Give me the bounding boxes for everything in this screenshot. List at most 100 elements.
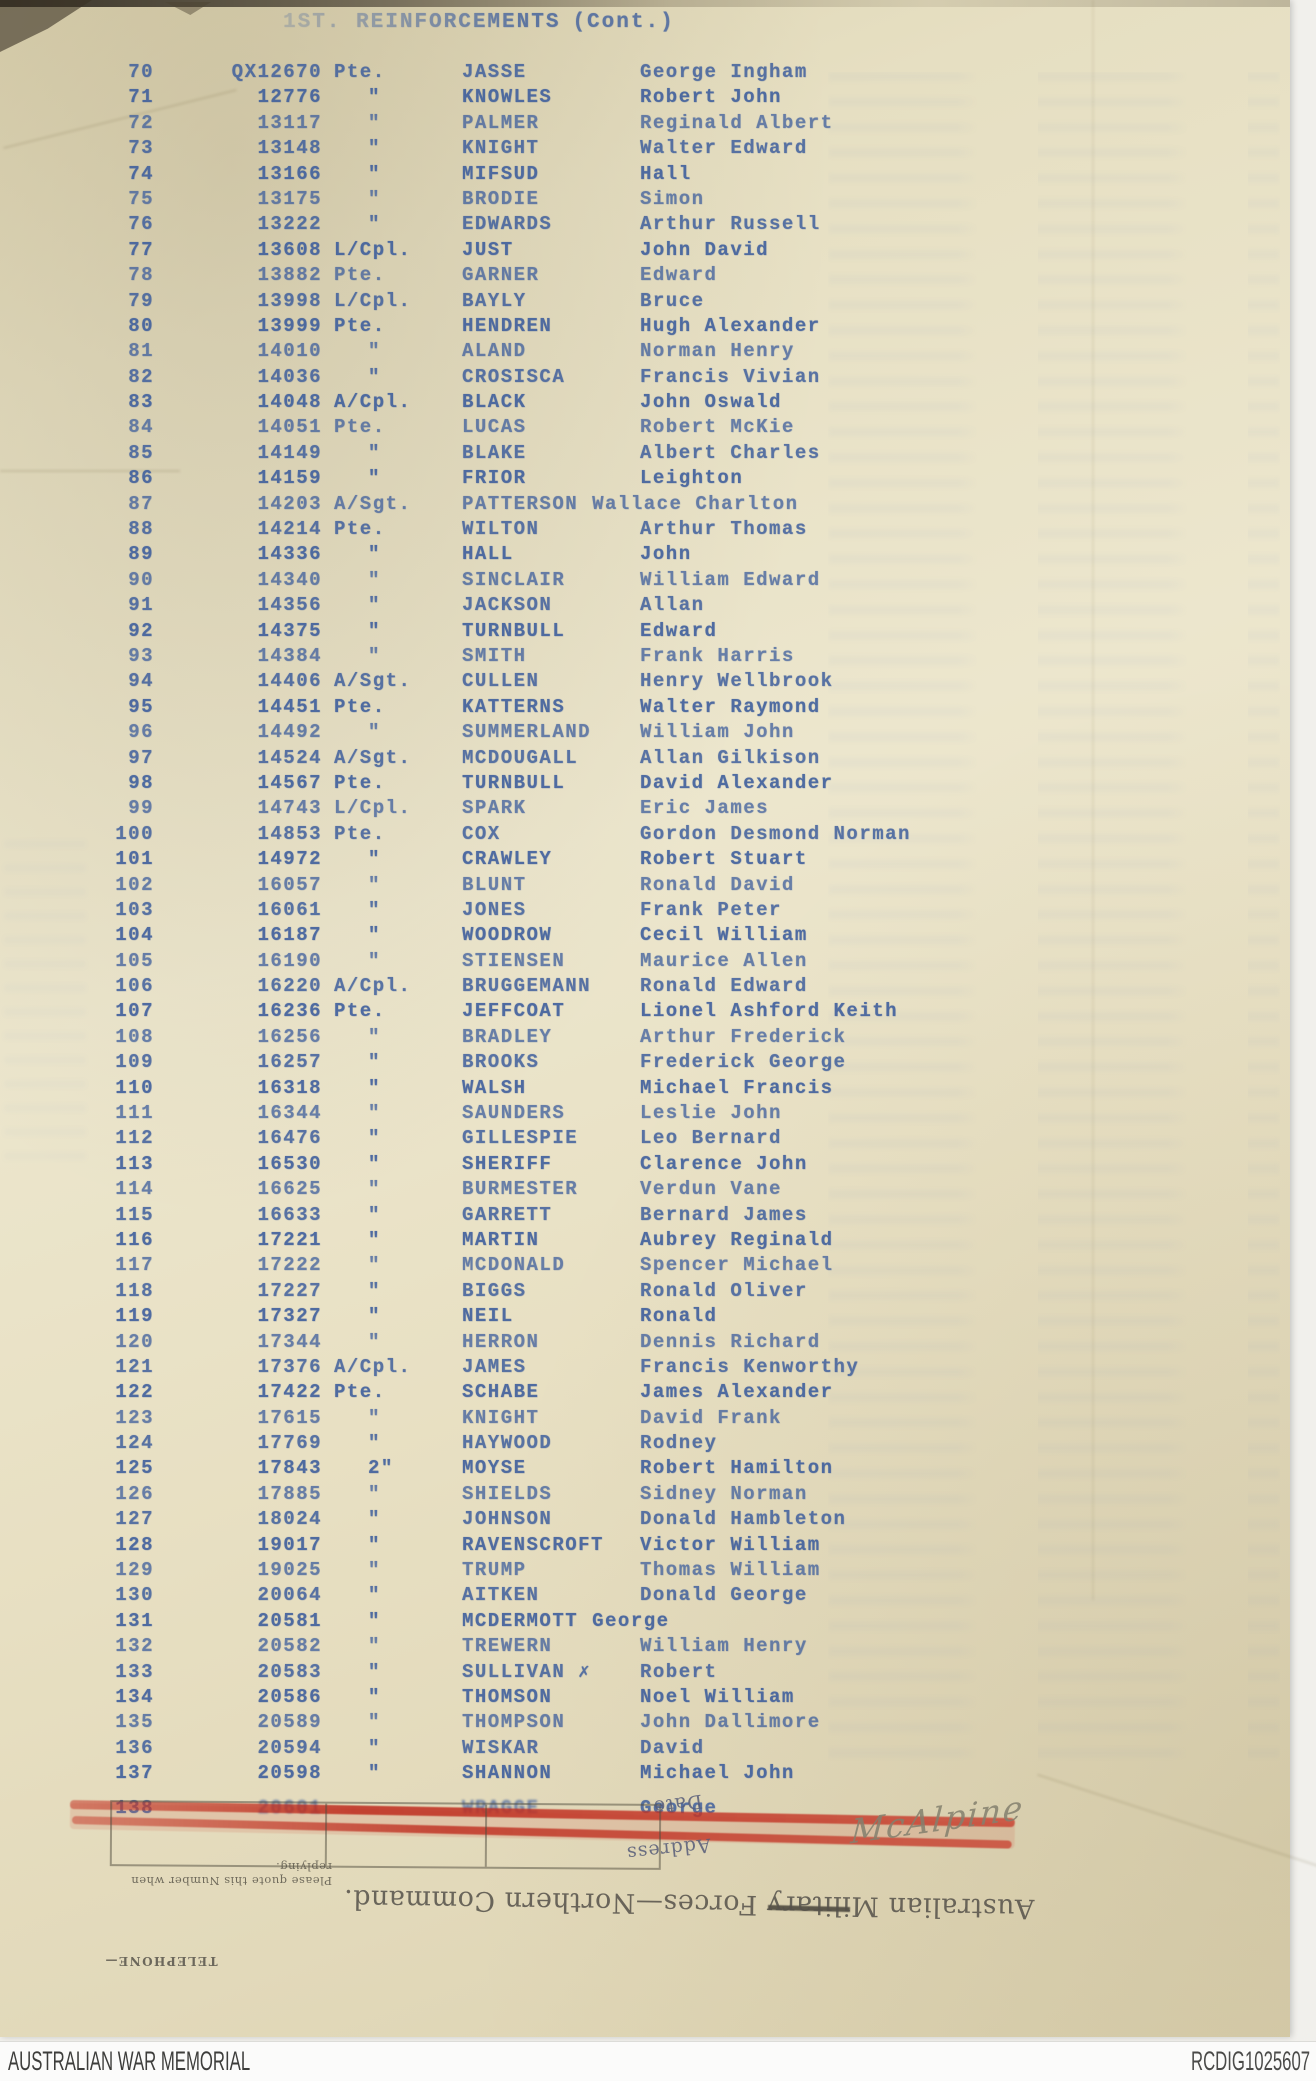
given-names: Donald Hambleton xyxy=(640,1508,847,1531)
rank: Pte. xyxy=(334,1381,386,1404)
given-names: Arthur Thomas xyxy=(640,518,808,541)
rank: 2" xyxy=(368,1457,394,1480)
service-number: 17222 xyxy=(257,1254,322,1277)
row-number: 78 xyxy=(128,264,154,287)
service-number: 16190 xyxy=(257,949,322,972)
service-number: 20583 xyxy=(257,1660,322,1683)
row-number: 87 xyxy=(128,492,154,515)
given-names: Wallace Charlton xyxy=(592,492,799,515)
row-number: 115 xyxy=(115,1203,154,1226)
surname: JONES xyxy=(462,898,527,921)
letterhead-command-line: Australian Military Forces—Northern Comm… xyxy=(343,1883,1035,1924)
service-number: 19017 xyxy=(257,1533,322,1556)
surname: HALL xyxy=(462,543,514,566)
quote-number-note: Please quote this Number when replying. xyxy=(130,1860,332,1888)
service-number: 16057 xyxy=(257,873,322,896)
surname: KNIGHT xyxy=(462,137,540,160)
surname: JOHNSON xyxy=(462,1508,553,1531)
given-names: John xyxy=(640,543,692,566)
given-names: Michael John xyxy=(640,1762,795,1785)
row-number: 113 xyxy=(115,1152,154,1175)
table-row: 115 16633 " GARRETT Bernard James xyxy=(0,1203,1290,1228)
surname: WOODROW xyxy=(462,924,553,947)
row-number: 118 xyxy=(115,1279,154,1302)
given-names: Robert xyxy=(640,1660,718,1683)
service-number: 13175 xyxy=(257,187,322,210)
given-names: James Alexander xyxy=(640,1381,834,1404)
table-row: 96 14492 " SUMMERLAND William John xyxy=(0,720,1290,745)
rank: " xyxy=(368,1609,381,1632)
service-number: 17769 xyxy=(257,1432,322,1455)
row-number: 114 xyxy=(115,1178,154,1201)
service-number: 14356 xyxy=(257,594,322,617)
row-number: 80 xyxy=(128,314,154,337)
given-names: Walter Edward xyxy=(640,137,808,160)
given-names: David Alexander xyxy=(640,771,834,794)
given-names: Edward xyxy=(640,264,718,287)
rank: A/Sgt. xyxy=(334,746,412,769)
service-number: 17327 xyxy=(257,1305,322,1328)
given-names: William Henry xyxy=(640,1635,808,1658)
row-number: 132 xyxy=(115,1635,154,1658)
table-row: 106 16220 A/Cpl. BRUGGEMANN Ronald Edwar… xyxy=(0,974,1290,999)
archive-name: AUSTRALIAN WAR MEMORIAL xyxy=(8,2046,251,2076)
given-names: Bernard James xyxy=(640,1203,808,1226)
row-number: 135 xyxy=(115,1711,154,1734)
row-number: 84 xyxy=(128,416,154,439)
surname: BRODIE xyxy=(462,187,540,210)
given-names: Hall xyxy=(640,162,692,185)
rank: Pte. xyxy=(334,822,386,845)
surname: MCDERMOTT xyxy=(462,1609,579,1632)
box-divider xyxy=(484,1804,488,1867)
given-names: Thomas William xyxy=(640,1559,821,1582)
service-number: 18024 xyxy=(257,1508,322,1531)
given-names: Henry Wellbrook xyxy=(640,670,834,693)
rank: " xyxy=(368,441,381,464)
service-number: 14384 xyxy=(257,644,322,667)
rank: " xyxy=(368,1051,381,1074)
service-number: 14036 xyxy=(257,365,322,388)
surname: BLUNT xyxy=(462,873,527,896)
surname: RAVENSCROFT xyxy=(462,1533,604,1556)
row-number: 76 xyxy=(128,213,154,236)
given-names: Victor William xyxy=(640,1533,821,1556)
rank: " xyxy=(368,187,381,210)
row-number: 90 xyxy=(128,568,154,591)
roster-table: 70 QX12670 Pte. JASSE George Ingham 71 1… xyxy=(0,60,1290,1787)
rank: " xyxy=(368,213,381,236)
surname: CULLEN xyxy=(462,670,540,693)
rank: " xyxy=(368,1102,381,1125)
given-names: Leighton xyxy=(640,467,744,490)
rank: " xyxy=(368,1711,381,1734)
given-names: Francis Vivian xyxy=(640,365,821,388)
row-number: 102 xyxy=(115,873,154,896)
row-number: 122 xyxy=(115,1381,154,1404)
given-names: Ronald xyxy=(640,1305,718,1328)
given-names: Francis Kenworthy xyxy=(640,1355,860,1378)
table-row: 83 14048 A/Cpl. BLACK John Oswald xyxy=(0,390,1290,415)
service-number: 14159 xyxy=(257,467,322,490)
service-number: 13166 xyxy=(257,162,322,185)
row-number: 88 xyxy=(128,518,154,541)
given-names: John Oswald xyxy=(640,391,782,414)
service-number: 14214 xyxy=(257,518,322,541)
table-row: 137 20598 " SHANNON Michael John xyxy=(0,1761,1290,1786)
row-number: 91 xyxy=(128,594,154,617)
table-row: 124 17769 " HAYWOOD Rodney xyxy=(0,1431,1290,1456)
rank: Pte. xyxy=(334,61,386,83)
table-row: 94 14406 A/Sgt. CULLEN Henry Wellbrook xyxy=(0,669,1290,694)
row-number: 106 xyxy=(115,975,154,998)
given-names: Verdun Vane xyxy=(640,1178,782,1201)
surname: WALSH xyxy=(462,1076,527,1099)
rank: " xyxy=(368,162,381,185)
given-names: Bruce xyxy=(640,289,705,312)
page-title-text: 1ST. REINFORCEMENTS xyxy=(283,11,561,39)
surname: MCDOUGALL xyxy=(462,746,579,769)
table-row: 129 19025 " TRUMP Thomas William xyxy=(0,1558,1290,1583)
table-row: 84 14051 Pte. LUCAS Robert McKie xyxy=(0,415,1290,440)
paper-crease xyxy=(0,470,180,472)
table-row: 85 14149 " BLAKE Albert Charles xyxy=(0,441,1290,466)
given-names: Ronald Edward xyxy=(640,975,808,998)
given-names: Allan xyxy=(640,594,705,617)
